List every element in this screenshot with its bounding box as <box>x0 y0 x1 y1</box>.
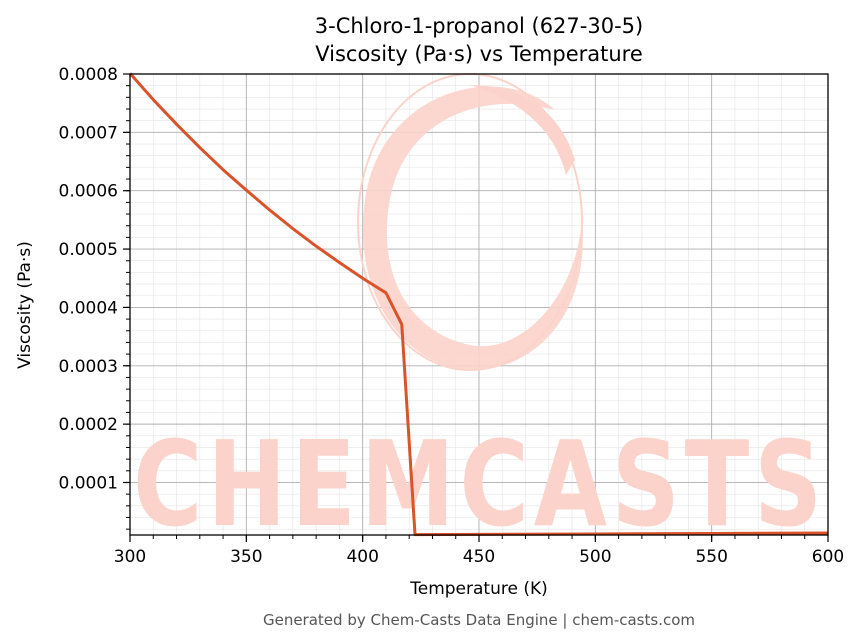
viscosity-series-line <box>128 72 829 537</box>
y-tick-label: 0.0005 <box>59 240 118 260</box>
x-tick-label: 350 <box>230 547 262 567</box>
y-tick-label: 0.0002 <box>59 415 118 435</box>
x-tick-label: 550 <box>695 547 727 567</box>
y-tick-label: 0.0001 <box>59 473 118 493</box>
x-tick-label: 600 <box>812 547 844 567</box>
y-tick-label: 0.0003 <box>59 357 118 377</box>
y-tick-label: 0.0008 <box>59 65 118 85</box>
y-tick-label: 0.0006 <box>59 182 118 202</box>
y-axis-ticks: 0.0001 0.0002 0.0003 0.0004 0.0005 0.0006 0.00… <box>59 65 130 530</box>
watermark-wordmark: CHEMCASTS <box>133 415 827 553</box>
chart-subtitle: Viscosity (Pa·s) vs Temperature <box>315 42 643 66</box>
x-axis-label: Temperature (K) <box>409 579 548 599</box>
x-tick-label: 500 <box>579 547 611 567</box>
y-tick-label: 0.0007 <box>59 123 118 143</box>
chemcasts-watermark: CHEMCASTS <box>133 73 827 553</box>
x-tick-label: 300 <box>114 547 146 567</box>
y-axis-label: Viscosity (Pa·s) <box>15 241 35 369</box>
x-axis-ticks: 300 350 400 450 500 550 600 <box>114 535 844 567</box>
watermark-swirl-logo <box>357 73 583 371</box>
footer-credit: Generated by Chem-Casts Data Engine | ch… <box>263 611 695 629</box>
x-tick-label: 400 <box>346 547 378 567</box>
x-tick-label: 450 <box>463 547 495 567</box>
plot-area: CHEMCASTS 300 350 400 450 500 550 600 0.00010.… <box>59 65 845 567</box>
y-tick-label: 0.0004 <box>59 298 118 318</box>
chart-title: 3-Chloro-1-propanol (627-30-5) <box>315 14 643 38</box>
